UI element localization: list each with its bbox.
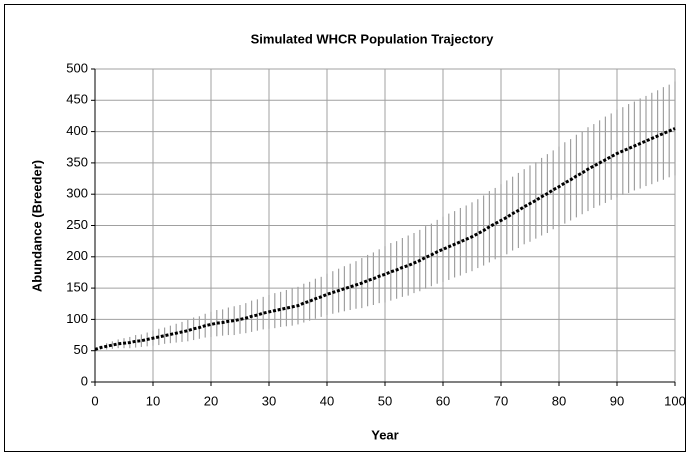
y-axis-title: Abundance (Breeder) — [29, 160, 44, 292]
x-tick-label: 70 — [494, 393, 508, 408]
x-tick-label: 40 — [320, 393, 334, 408]
y-tick-label: 250 — [66, 217, 88, 232]
chart-frame — [4, 4, 686, 452]
y-tick-label: 50 — [74, 342, 88, 357]
x-tick-label: 30 — [262, 393, 276, 408]
x-axis-title: Year — [371, 427, 398, 442]
y-tick-label: 350 — [66, 154, 88, 169]
y-tick-label: 300 — [66, 186, 88, 201]
x-tick-label: 60 — [436, 393, 450, 408]
y-tick-label: 100 — [66, 311, 88, 326]
x-tick-label: 0 — [91, 393, 98, 408]
x-tick-label: 10 — [146, 393, 160, 408]
y-tick-label: 450 — [66, 92, 88, 107]
chart-title: Simulated WHCR Population Trajectory — [251, 31, 494, 46]
x-tick-label: 80 — [552, 393, 566, 408]
y-tick-label: 0 — [81, 373, 88, 388]
x-tick-label: 20 — [204, 393, 218, 408]
y-tick-label: 500 — [66, 60, 88, 75]
y-tick-label: 400 — [66, 123, 88, 138]
x-tick-label: 90 — [610, 393, 624, 408]
data-line — [94, 127, 676, 351]
y-tick-label: 150 — [66, 280, 88, 295]
x-tick-label: 50 — [378, 393, 392, 408]
y-tick-label: 200 — [66, 248, 88, 263]
x-tick-label: 100 — [664, 393, 686, 408]
